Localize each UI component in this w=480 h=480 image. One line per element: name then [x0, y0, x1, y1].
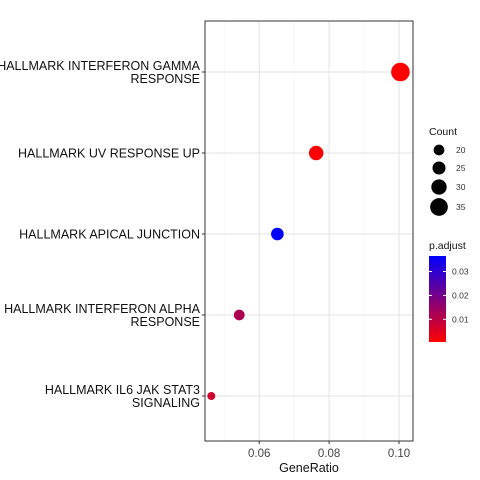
- data-point: [391, 62, 410, 82]
- y-axis-labels: HALLMARK INTERFERON GAMMARESPONSEHALLMAR…: [0, 59, 205, 410]
- grid-lines: [205, 21, 413, 441]
- data-point: [233, 309, 245, 321]
- p-adjust-legend-title: p.adjust: [429, 240, 466, 252]
- p-adjust-legend-label: 0.01: [452, 314, 469, 324]
- p-adjust-legend: p.adjust 0.01 0.02 0.03: [429, 240, 469, 342]
- count-legend-label: 30: [456, 182, 466, 192]
- x-axis-ticks: 0.06 0.08 0.10: [248, 441, 410, 460]
- count-legend-key: [433, 144, 445, 156]
- p-adjust-colorbar: [429, 256, 446, 342]
- plot-panel-border: [204, 20, 414, 442]
- y-tick-label: HALLMARK IL6 JAK STAT3: [45, 383, 200, 397]
- count-legend: Count 20 25 30 35: [429, 126, 466, 216]
- y-tick-label: RESPONSE: [131, 315, 200, 329]
- count-legend-key: [432, 161, 446, 175]
- x-axis-title: GeneRatio: [279, 461, 339, 475]
- x-tick-label: 0.10: [388, 448, 410, 460]
- data-point: [207, 392, 216, 400]
- count-legend-label: 35: [456, 202, 466, 212]
- count-legend-title: Count: [429, 126, 457, 138]
- count-legend-label: 20: [456, 145, 466, 155]
- count-legend-label: 25: [456, 163, 466, 173]
- y-tick-label: HALLMARK INTERFERON GAMMA: [0, 59, 201, 73]
- y-tick-label: SIGNALING: [132, 396, 200, 410]
- data-points: [207, 62, 410, 400]
- x-tick-label: 0.08: [318, 448, 340, 460]
- y-tick-label: HALLMARK APICAL JUNCTION: [19, 228, 200, 242]
- p-adjust-legend-label: 0.02: [452, 290, 469, 300]
- count-legend-key: [430, 198, 448, 216]
- y-tick-label: HALLMARK INTERFERON ALPHA: [4, 302, 201, 316]
- count-legend-key: [431, 179, 447, 195]
- plot-panel-background: [205, 21, 413, 441]
- p-adjust-legend-label: 0.03: [452, 267, 469, 277]
- x-tick-label: 0.06: [248, 448, 270, 460]
- y-tick-label: HALLMARK UV RESPONSE UP: [18, 147, 200, 161]
- y-tick-label: RESPONSE: [131, 72, 200, 86]
- data-point: [308, 145, 324, 161]
- data-point: [271, 227, 284, 241]
